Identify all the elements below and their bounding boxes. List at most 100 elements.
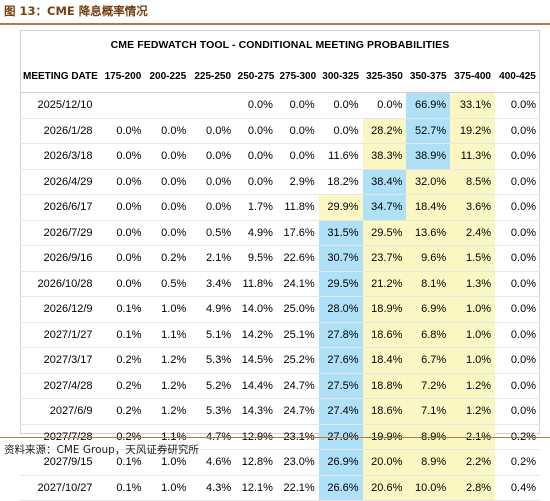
probability-cell: 0.0% — [495, 322, 540, 348]
probability-cell: 4.9% — [235, 220, 277, 246]
meeting-date-cell: 2027/7/28 — [20, 424, 101, 450]
column-header-meeting-date: MEETING DATE — [20, 60, 101, 93]
probability-cell: 12.1% — [235, 475, 277, 501]
probability-cell: 3.6% — [450, 194, 496, 221]
probability-cell: 1.0% — [450, 347, 496, 374]
probability-cell: 1.0% — [145, 296, 191, 323]
probability-cell: 0.2% — [100, 398, 146, 425]
probability-cell: 0.0% — [495, 118, 540, 144]
probability-cell — [145, 92, 191, 119]
probability-cell: 18.6% — [362, 398, 407, 425]
probability-cell: 1.0% — [145, 475, 191, 501]
probability-cell: 0.2% — [100, 424, 146, 450]
probability-cell: 0.0% — [145, 194, 191, 221]
probability-cell: 23.0% — [276, 449, 319, 476]
meeting-date-cell: 2027/10/27 — [20, 475, 101, 501]
probability-cell: 34.7% — [362, 194, 407, 221]
probability-cell: 4.3% — [190, 475, 236, 501]
probability-cell: 0.0% — [362, 92, 407, 119]
probability-cell: 5.2% — [190, 373, 236, 399]
probability-cell: 6.9% — [406, 296, 451, 323]
probability-cell: 14.2% — [235, 322, 277, 348]
column-header-row: MEETING DATE 175-200 200-225 225-250 250-275… — [20, 60, 540, 93]
column-header-175-200: 175-200 — [100, 60, 146, 93]
meeting-date-cell: 2026/9/16 — [20, 245, 101, 272]
probability-cell: 0.0% — [495, 245, 540, 272]
probability-cell: 8.5% — [450, 169, 496, 195]
table-row: 2027/4/28 0.2% 1.2% 5.2% 14.4% 24.7% 27.5% 18.8… — [20, 373, 540, 399]
meeting-date-cell: 2026/10/28 — [20, 271, 101, 297]
source-note: 资料来源：CME Group，天风证券研究所 — [4, 444, 199, 456]
probability-cell: 0.0% — [495, 194, 540, 221]
column-header-375-400: 375-400 — [450, 60, 496, 93]
probability-cell: 19.2% — [450, 118, 496, 144]
probability-cell: 32.0% — [406, 169, 451, 195]
table-row: 2026/1/28 0.0% 0.0% 0.0% 0.0% 0.0% 0.0% 28.2% 52… — [20, 118, 540, 144]
probability-cell: 11.6% — [318, 143, 363, 170]
probability-cell: 8.9% — [406, 449, 451, 476]
probability-cell: 13.6% — [406, 220, 451, 246]
probability-cell: 33.1% — [450, 92, 496, 119]
meeting-date-cell: 2026/1/28 — [20, 118, 101, 144]
bottom-divider — [0, 437, 550, 438]
probability-cell: 12.9% — [235, 424, 277, 450]
probability-cell: 23.7% — [362, 245, 407, 272]
probability-cell: 18.9% — [362, 296, 407, 323]
probability-cell: 29.9% — [318, 194, 363, 221]
probability-cell: 22.6% — [276, 245, 319, 272]
probability-cell: 8.9% — [406, 424, 451, 450]
probability-cell: 24.1% — [276, 271, 319, 297]
probability-cell: 1.5% — [450, 245, 496, 272]
probability-cell: 0.0% — [495, 143, 540, 170]
table-row: 2026/12/9 0.1% 1.0% 4.9% 14.0% 25.0% 28.0% 18.9… — [20, 296, 540, 323]
probability-cell: 1.3% — [450, 271, 496, 297]
table-title: CME FEDWATCH TOOL - CONDITIONAL MEETING … — [110, 39, 450, 51]
probability-cell: 10.0% — [406, 475, 451, 501]
table-row: 2025/12/10 0.0% 0.0% 0.0% 0.0% 66.9% 33.1% 0.0% — [20, 92, 540, 119]
probability-cell: 27.4% — [318, 398, 363, 425]
probability-cell: 1.0% — [450, 322, 496, 348]
probability-cell: 14.5% — [235, 347, 277, 374]
probability-cell: 27.5% — [318, 373, 363, 399]
probability-cell: 27.8% — [318, 322, 363, 348]
table-row: 2027/10/27 0.1% 1.0% 4.3% 12.1% 22.1% 26.6% 20.… — [20, 475, 540, 501]
table-row: 2027/3/17 0.2% 1.2% 5.3% 14.5% 25.2% 27.6% 18.4… — [20, 347, 540, 374]
probability-cell: 1.2% — [450, 373, 496, 399]
probability-cell: 0.2% — [495, 424, 540, 450]
probability-cell: 28.0% — [318, 296, 363, 323]
probability-cell: 0.0% — [495, 271, 540, 297]
probability-cell: 0.0% — [100, 245, 146, 272]
column-header-300-325: 300-325 — [318, 60, 363, 93]
probability-cell: 20.0% — [362, 449, 407, 476]
probability-cell: 1.2% — [145, 373, 191, 399]
probability-cell: 0.0% — [145, 220, 191, 246]
table-row: 2026/10/28 0.0% 0.5% 3.4% 11.8% 24.1% 29.5% 21.… — [20, 271, 540, 297]
table-row: 2027/6/9 0.2% 1.2% 5.3% 14.3% 24.7% 27.4% 18.6%… — [20, 398, 540, 425]
meeting-date-cell: 2027/4/28 — [20, 373, 101, 399]
probability-cell: 6.8% — [406, 322, 451, 348]
probability-cell: 26.6% — [318, 475, 363, 501]
probability-cell: 38.9% — [406, 143, 451, 170]
probability-cell: 0.0% — [190, 194, 236, 221]
probability-cell: 1.7% — [235, 194, 277, 221]
probability-cell: 7.1% — [406, 398, 451, 425]
probability-cell: 0.0% — [145, 169, 191, 195]
probability-cell: 8.1% — [406, 271, 451, 297]
probability-cell: 0.0% — [100, 271, 146, 297]
probability-cell: 18.4% — [406, 194, 451, 221]
probability-cell: 0.0% — [235, 92, 277, 119]
probability-cell: 14.0% — [235, 296, 277, 323]
column-header-200-225: 200-225 — [145, 60, 191, 93]
probability-cell: 0.0% — [190, 169, 236, 195]
probability-cell: 0.0% — [276, 92, 319, 119]
probability-cell: 0.0% — [100, 169, 146, 195]
table-row: 2027/7/28 0.2% 1.1% 4.7% 12.9% 23.1% 27.0% 19.9… — [20, 424, 540, 450]
probability-cell: 3.4% — [190, 271, 236, 297]
probability-cell: 1.2% — [145, 347, 191, 374]
probability-cell: 52.7% — [406, 118, 451, 144]
probability-cell: 0.4% — [495, 475, 540, 501]
probability-cell: 25.0% — [276, 296, 319, 323]
probability-cell: 0.0% — [235, 118, 277, 144]
meeting-date-cell: 2027/6/9 — [20, 398, 101, 425]
probability-cell: 12.8% — [235, 449, 277, 476]
